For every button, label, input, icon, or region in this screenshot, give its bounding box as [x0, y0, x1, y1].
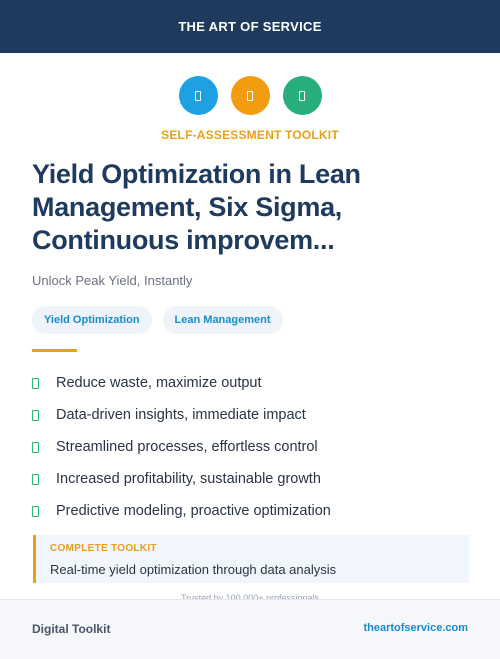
icon-circle-orange: [230, 76, 270, 115]
footer-link[interactable]: theartofservice.com: [363, 622, 468, 634]
title-line: Continuous improvem...: [32, 225, 335, 255]
footer-label: Digital Toolkit: [32, 622, 111, 636]
footer-bar: Digital Toolkit theartofservice.com: [0, 599, 500, 659]
document-icon: [299, 90, 305, 101]
icon-row: [0, 76, 500, 115]
title-line: Yield Optimization in Lean: [32, 159, 361, 189]
kicker-label: SELF-ASSESSMENT TOOLKIT: [161, 128, 339, 142]
subtitle: Unlock Peak Yield, Instantly: [32, 273, 193, 288]
toolkit-callout: COMPLETE TOOLKIT Real-time yield optimiz…: [33, 535, 469, 583]
page-title: Yield Optimization in Lean Management, S…: [32, 158, 472, 257]
list-item: Predictive modeling, proactive optimizat…: [32, 495, 472, 527]
bullet-icon: [32, 505, 39, 517]
icon-circle-blue: [178, 76, 218, 115]
benefit-text: Increased profitability, sustainable gro…: [56, 471, 321, 487]
bullet-icon: [32, 441, 39, 453]
accent-divider: [32, 349, 77, 352]
callout-label: COMPLETE TOOLKIT: [50, 543, 157, 554]
list-item: Streamlined processes, effortless contro…: [32, 431, 472, 463]
benefit-text: Data-driven insights, immediate impact: [56, 407, 306, 423]
title-line: Management, Six Sigma,: [32, 192, 342, 222]
brand-name: THE ART OF SERVICE: [178, 19, 322, 34]
benefit-list: Reduce waste, maximize output Data-drive…: [32, 367, 472, 527]
tag-pill: Lean Management: [162, 306, 283, 334]
benefit-text: Reduce waste, maximize output: [56, 375, 262, 391]
list-item: Reduce waste, maximize output: [32, 367, 472, 399]
document-icon: [195, 90, 201, 101]
benefit-text: Predictive modeling, proactive optimizat…: [56, 503, 331, 519]
benefit-text: Streamlined processes, effortless contro…: [56, 439, 318, 455]
bullet-icon: [32, 409, 39, 421]
header-bar: THE ART OF SERVICE: [0, 0, 500, 53]
icon-circle-green: [282, 76, 322, 115]
list-item: Data-driven insights, immediate impact: [32, 399, 472, 431]
callout-text: Real-time yield optimization through dat…: [50, 562, 337, 577]
tag-pill: Yield Optimization: [32, 306, 152, 334]
list-item: Increased profitability, sustainable gro…: [32, 463, 472, 495]
trust-note: Trusted by 100,000+ professionals: [180, 593, 319, 600]
bullet-icon: [32, 377, 39, 389]
document-icon: [247, 90, 253, 101]
bullet-icon: [32, 473, 39, 485]
tag-list: Yield Optimization Lean Management: [32, 306, 283, 334]
